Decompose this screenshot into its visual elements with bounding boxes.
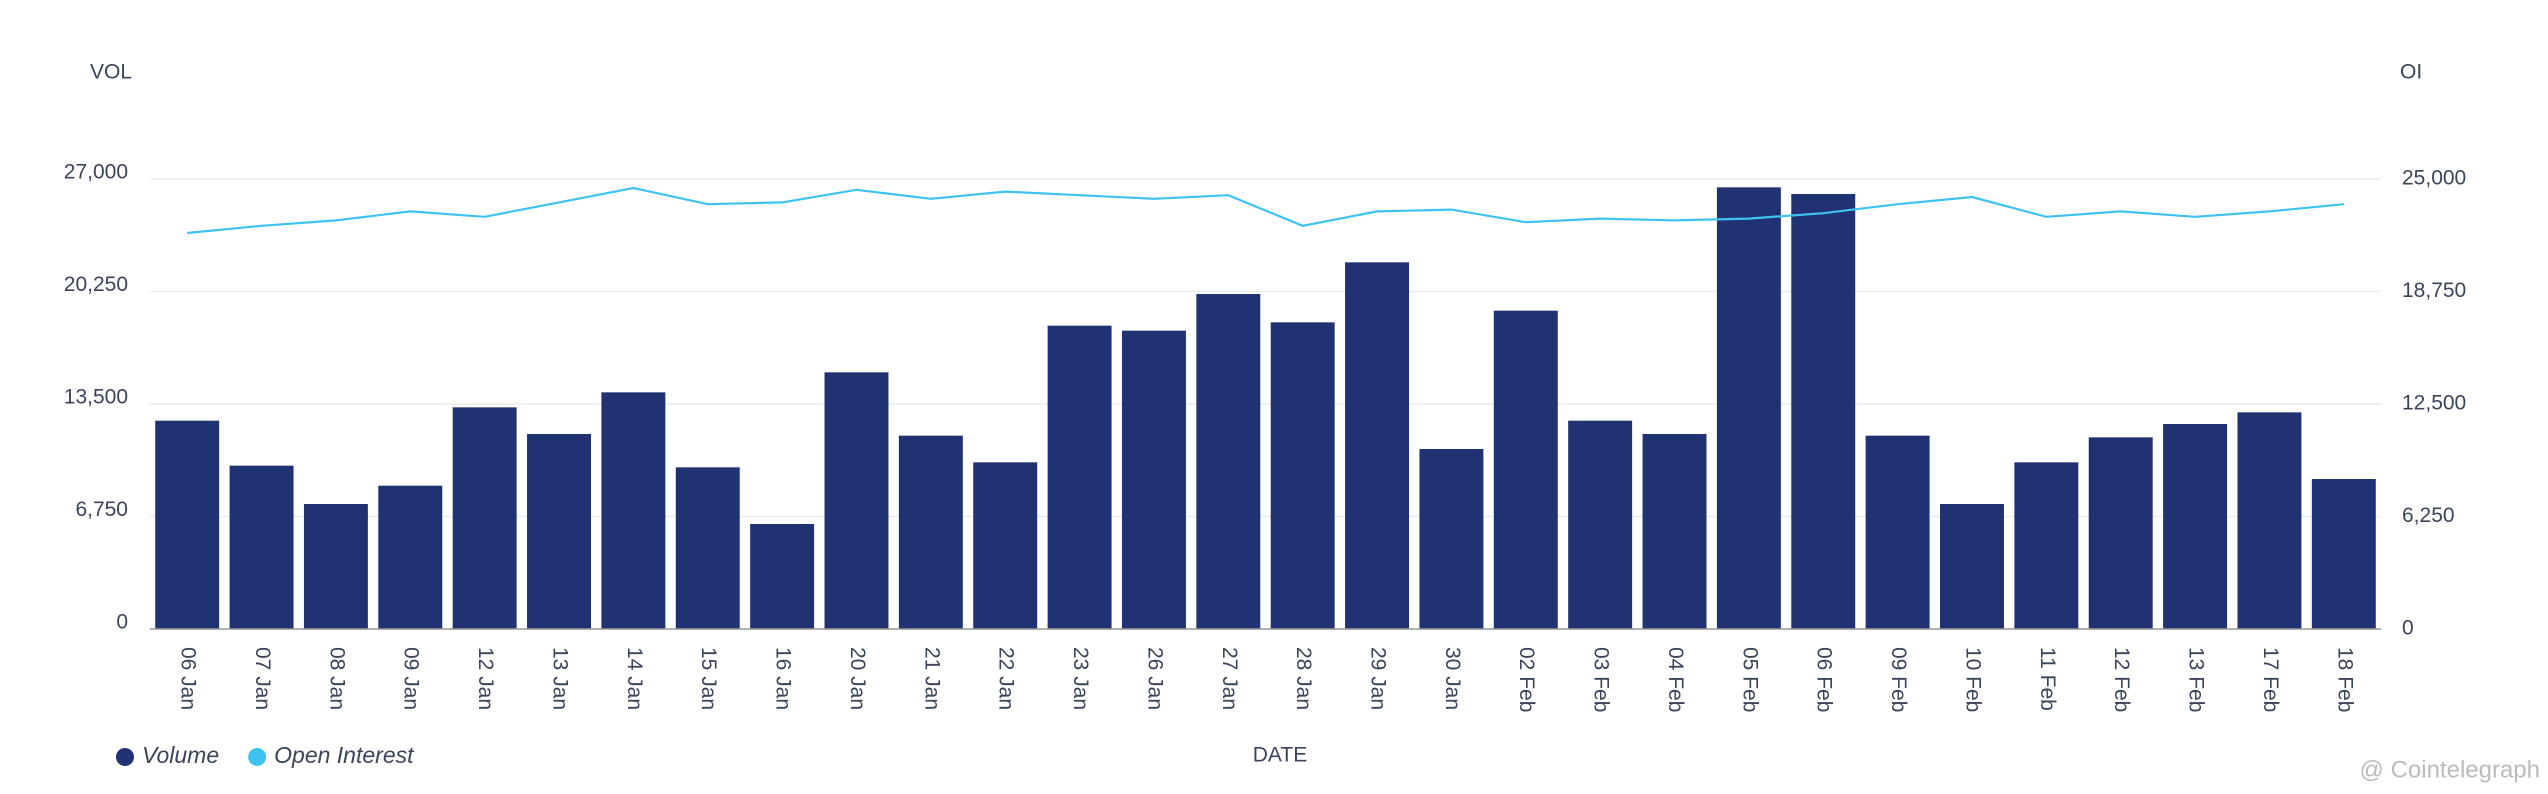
- bar: [1940, 504, 2004, 629]
- y-tick-label: 27,000: [64, 161, 128, 184]
- x-tick-label: 07 Jan: [251, 647, 274, 710]
- bar: [1493, 310, 1558, 629]
- y-tick-label: 0: [116, 611, 128, 634]
- bar: [1791, 194, 1856, 629]
- legend-marker: [116, 748, 134, 766]
- bar: [303, 504, 368, 629]
- y2-tick-label: 18,750: [2402, 279, 2466, 302]
- bar: [527, 434, 591, 629]
- x-axis-title: DATE: [1253, 744, 1307, 767]
- x-tick-label: 21 Jan: [920, 647, 943, 710]
- x-tick-label: 10 Feb: [1961, 647, 1984, 712]
- y2-tick-label: 0: [2402, 617, 2414, 640]
- x-tick-label: 09 Feb: [1887, 647, 1910, 712]
- x-tick-label: 11 Feb: [2036, 647, 2059, 711]
- bar: [2163, 424, 2228, 629]
- x-tick-label: 05 Feb: [1738, 647, 1761, 712]
- x-tick-label: 28 Jan: [1292, 647, 1315, 710]
- line: [187, 186, 2344, 235]
- bar: [229, 465, 294, 629]
- x-tick-label: 04 Feb: [1664, 647, 1687, 712]
- legend-label: Volume: [142, 742, 219, 768]
- x-tick-label: 26 Jan: [1143, 647, 1166, 710]
- x-tick-label: 27 Jan: [1218, 647, 1241, 710]
- bar: [1121, 330, 1186, 629]
- bar: [1568, 420, 1633, 629]
- x-tick-label: 02 Feb: [1515, 647, 1538, 712]
- y2-tick-label: 12,500: [2402, 392, 2466, 415]
- y2-tick-label: 6,250: [2402, 504, 2455, 527]
- x-tick-label: 06 Feb: [1813, 647, 1836, 712]
- watermark: @ Cointelegraph: [2360, 756, 2540, 783]
- bar: [2237, 412, 2302, 629]
- bar: [2311, 479, 2376, 629]
- y-tick-label: 13,500: [64, 386, 128, 409]
- x-tick-label: 30 Jan: [1441, 647, 1464, 710]
- x-tick-label: 03 Feb: [1590, 647, 1613, 712]
- x-tick-label: 15 Jan: [697, 647, 720, 710]
- bar: [750, 524, 815, 629]
- y-axis-title: VOL: [90, 61, 132, 84]
- bar: [1419, 449, 1484, 629]
- x-tick-label: 22 Jan: [995, 647, 1018, 710]
- bar: [1716, 187, 1781, 630]
- x-tick-label: 12 Jan: [474, 647, 497, 710]
- x-tick-label: 18 Feb: [2333, 647, 2356, 712]
- y2-axis-title: OI: [2400, 61, 2422, 84]
- x-tick-label: 16 Jan: [772, 647, 795, 710]
- legend-label: Open Interest: [274, 742, 415, 768]
- bar: [601, 392, 666, 629]
- bar: [155, 420, 220, 629]
- bar: [1047, 325, 1112, 629]
- bar: [1270, 322, 1335, 629]
- x-tick-label: 20 Jan: [846, 647, 869, 710]
- x-tick-label: 29 Jan: [1367, 647, 1390, 710]
- x-tick-label: 13 Jan: [548, 647, 571, 710]
- x-tick-label: 17 Feb: [2259, 647, 2282, 712]
- bar: [2014, 462, 2079, 629]
- bar: [1196, 294, 1261, 629]
- x-tick-label: 09 Jan: [400, 647, 423, 710]
- bar: [973, 462, 1038, 629]
- x-tick-label: 13 Feb: [2185, 647, 2208, 712]
- bar: [2088, 437, 2153, 629]
- legend-marker: [248, 748, 267, 766]
- x-tick-label: 23 Jan: [1069, 647, 1092, 710]
- bar: [1345, 262, 1410, 629]
- bar: [824, 372, 889, 629]
- bar: [675, 467, 740, 629]
- x-tick-label: 08 Jan: [325, 647, 348, 710]
- bar: [1642, 434, 1707, 629]
- x-tick-label: 12 Feb: [2110, 647, 2133, 712]
- x-tick-label: 14 Jan: [623, 647, 646, 710]
- y-tick-label: 6,750: [75, 498, 128, 521]
- x-tick-label: 06 Jan: [177, 647, 200, 710]
- bar: [898, 435, 963, 629]
- bar: [378, 485, 443, 629]
- bar: [1865, 435, 1930, 629]
- bar: [452, 407, 517, 629]
- y2-tick-label: 25,000: [2402, 167, 2466, 190]
- y-tick-label: 20,250: [64, 273, 128, 296]
